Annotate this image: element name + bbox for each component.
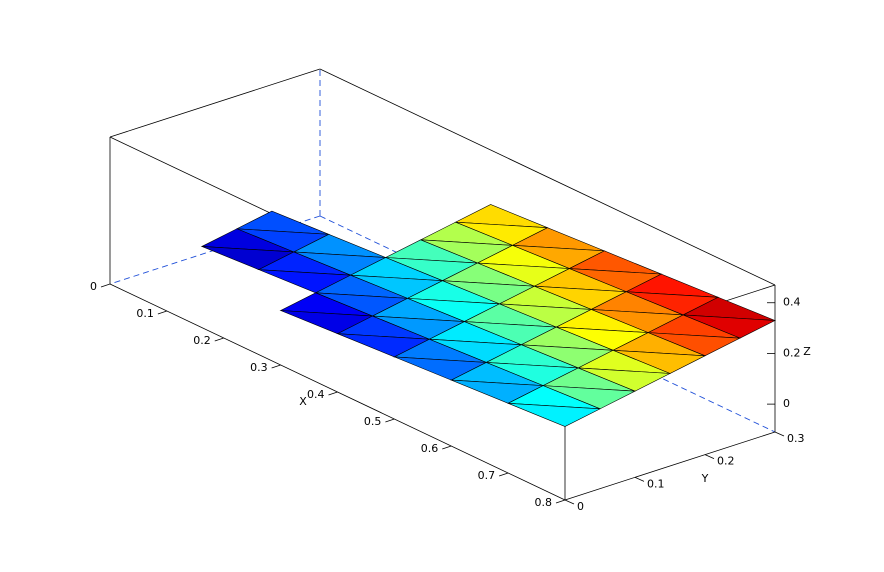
y-tick: [634, 476, 645, 482]
x-tick: [555, 499, 566, 504]
x-tick-label: 0.7: [478, 469, 496, 482]
y-tick-label: 0.3: [787, 432, 805, 445]
x-tick: [100, 283, 111, 288]
z-tick-label: 0.4: [783, 296, 801, 309]
x-tick-label: 0.4: [307, 388, 325, 401]
box-edge: [109, 68, 321, 138]
y-axis: [564, 431, 776, 501]
x-axis-label: X: [299, 395, 307, 408]
y-tick: [704, 454, 715, 460]
x-tick-label: 0.2: [193, 334, 211, 347]
x-tick: [385, 418, 395, 423]
y-tick-label: 0: [577, 500, 584, 513]
x-tick-label: 0.3: [250, 361, 268, 374]
x-tick: [214, 337, 224, 342]
x-tick: [442, 445, 452, 450]
x-tick: [157, 310, 168, 315]
box-edge: [319, 68, 776, 286]
axes-box-front: 0 0.1 0.2 0.3 0.4 0.5 0.6 0.7 0.8 0 0.1 0.2 0.3 0 0.2 0…: [90, 280, 805, 513]
x-tick-label: 0.1: [136, 307, 154, 320]
y-tick: [564, 499, 575, 505]
surface: [200, 204, 777, 427]
x-tick-label: 0.6: [421, 442, 439, 455]
z-axis-label: Z: [803, 345, 811, 358]
z-tick-label: 0: [783, 397, 790, 410]
z-tick-label: 0.2: [783, 346, 801, 359]
y-tick-label: 0.2: [717, 455, 735, 468]
x-tick: [498, 472, 509, 477]
x-tick: [328, 391, 338, 396]
y-tick-label: 0.1: [647, 477, 665, 490]
surface-facet: [508, 403, 602, 427]
x-tick-label: 0.8: [535, 496, 553, 509]
x-tick: [271, 364, 281, 369]
y-axis-label: Y: [701, 472, 709, 485]
x-tick-label: 0: [90, 280, 97, 293]
y-tick: [774, 431, 785, 437]
x-tick-label: 0.5: [364, 415, 382, 428]
